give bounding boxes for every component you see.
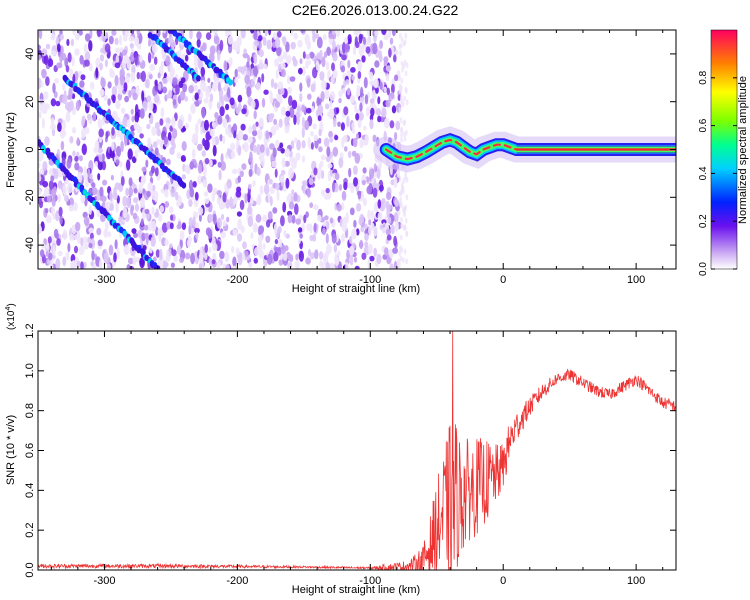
colorbar-ticks: 0.0 0.2 0.4 0.6 0.8 [698, 70, 737, 276]
snr-ytick-label: 0.2 [24, 523, 36, 538]
spectrogram-traces [38, 30, 233, 269]
spectrogram-xtick-label: 0 [500, 274, 506, 286]
spectrogram-signal [373, 126, 676, 173]
chart-title: C2E6.2026.013.00.24.G22 [291, 2, 459, 18]
spectrogram-xtick-label: -100 [359, 274, 381, 286]
spectrogram-ylabel: Frequency (Hz) [5, 112, 17, 188]
spectrogram-xtick-label: -300 [93, 274, 115, 286]
snr-xtick-label: 100 [627, 575, 645, 587]
snr-multiplier: (x104) [5, 303, 17, 330]
snr-xtick-label: -100 [359, 575, 381, 587]
snr-ytick-label: 1.0 [24, 363, 36, 378]
colorbar-tick-label: 0.2 [698, 214, 709, 228]
colorbar-gradient [710, 29, 738, 270]
snr-ytick-label: 0.0 [24, 562, 36, 577]
snr-frame [37, 330, 677, 571]
spectrogram-noise [38, 30, 409, 269]
colorbar-tick-label: 0.0 [698, 262, 709, 276]
spectrogram-ytick-label: 40 [24, 48, 36, 60]
spectrogram-frame [37, 29, 677, 270]
snr-xtick-label: -200 [226, 575, 248, 587]
snr-xtick-label: 0 [500, 575, 506, 587]
snr-ytick-label: 1.2 [24, 323, 36, 338]
snr-ytick-label: 0.4 [24, 483, 36, 498]
snr-ytick-label: 0.8 [24, 403, 36, 418]
colorbar-tick-label: 0.8 [698, 70, 709, 84]
snr-panel: -300 -200 -100 0 100 0.0 0.2 0.4 0.6 0.8 1.0 1.2 He… [5, 303, 677, 596]
snr-xtick-label: -300 [93, 575, 115, 587]
colorbar-tick-label: 0.4 [698, 166, 709, 180]
colorbar: 0.0 0.2 0.4 0.6 0.8 Normalized spectral ampl… [698, 29, 749, 276]
snr-ylabel: SNR (10 * v/v) [5, 415, 17, 485]
snr-xlabel: Height of straight line (km) [292, 584, 420, 596]
spectrogram-ytick-label: 0 [24, 146, 36, 152]
spectrogram-xlabel: Height of straight line (km) [292, 283, 420, 295]
snr-series-line [38, 331, 676, 570]
spectrogram-ytick-label: 20 [24, 96, 36, 108]
spectrogram-xtick-label: -200 [226, 274, 248, 286]
spectrogram-xtick-label: 100 [627, 274, 645, 286]
spectrogram-ytick-label: -20 [24, 189, 36, 205]
spectrogram-ytick-label: -40 [24, 237, 36, 253]
snr-ytick-label: 0.6 [24, 443, 36, 458]
colorbar-label: Normalized spectral amplitude [737, 76, 749, 224]
colorbar-tick-label: 0.6 [698, 118, 709, 132]
